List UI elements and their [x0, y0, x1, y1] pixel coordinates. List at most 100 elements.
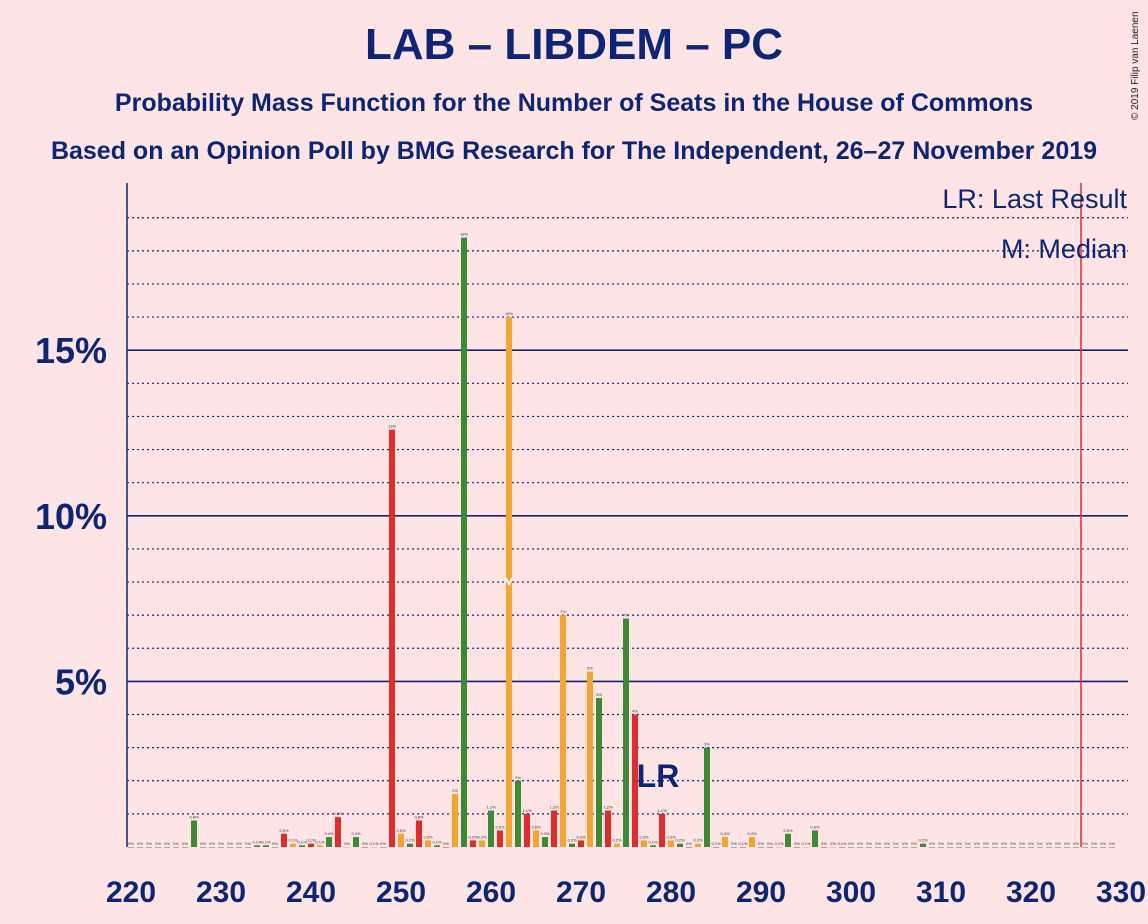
legend-last-result: LR: Last Result	[942, 184, 1127, 214]
bar-value-label: 0.1%	[288, 838, 298, 843]
seat-bar	[1001, 847, 1007, 848]
bar-value-label: 0.6%	[495, 824, 505, 829]
bar-value-label: 0.1%	[315, 839, 325, 844]
chart-subtitle: Probability Mass Function for the Number…	[114, 89, 1034, 117]
bar-value-label: 0%	[1046, 841, 1052, 846]
seat-bar	[920, 843, 926, 847]
seat-bar	[650, 845, 656, 847]
seat-bar	[938, 847, 944, 848]
seat-bar	[443, 847, 449, 848]
seat-bar	[776, 847, 782, 848]
bar-value-label: 0%	[929, 841, 935, 846]
bar-value-label: 0%	[893, 841, 899, 846]
bar-value-label: 1.1%	[657, 808, 667, 813]
bar-value-label: 0.4%	[747, 831, 757, 836]
seat-bar	[470, 840, 476, 847]
bar-value-label: 0%	[1019, 841, 1025, 846]
seat-bar	[641, 840, 647, 847]
seat-bar	[632, 714, 638, 847]
seat-bar	[947, 847, 953, 848]
bar-value-label: 0.3%	[639, 834, 649, 839]
bar-value-label: 0%	[443, 841, 449, 846]
bar-value-label: 0.1%	[261, 839, 271, 844]
seat-bar	[1019, 847, 1025, 848]
bar-value-label: 18%	[460, 232, 468, 237]
seat-bar	[596, 697, 602, 847]
bar-value-label: 0%	[164, 841, 170, 846]
seat-bar	[344, 847, 350, 848]
seat-bar	[425, 840, 431, 847]
bar-value-label: 0%	[344, 841, 350, 846]
bar-value-label: 0%	[1064, 841, 1070, 846]
bar-value-label: 0%	[758, 841, 764, 846]
bar-value-label: 0%	[1109, 841, 1115, 846]
bar-value-label: 0.2%	[477, 834, 487, 839]
bar-value-label: 0.2%	[405, 838, 415, 843]
bar-value-label: 0.5%	[279, 828, 289, 833]
bar-value-label: 0.3%	[423, 834, 433, 839]
seat-bar	[146, 847, 152, 848]
x-tick-label: 240	[286, 876, 336, 909]
x-tick-label: 280	[646, 876, 696, 909]
seat-bar	[488, 810, 494, 847]
bar-value-label: 0%	[1055, 841, 1061, 846]
seat-bar	[695, 843, 701, 847]
bar-value-label: 0.6%	[810, 824, 820, 829]
bar-value-label: 0%	[965, 841, 971, 846]
bar-value-label: 0.1%	[711, 841, 721, 846]
seat-bar	[623, 618, 629, 847]
seat-bar	[317, 845, 323, 847]
seat-bar	[848, 847, 854, 848]
seat-bar	[884, 847, 890, 848]
bar-value-label: 0.2%	[693, 838, 703, 843]
x-tick-label: 260	[466, 876, 516, 909]
seat-bar	[587, 671, 593, 847]
bar-value-label: 0.1%	[648, 839, 658, 844]
bar-value-label: 0.4%	[720, 831, 730, 836]
bar-value-label: 0%	[902, 841, 908, 846]
seat-bar	[542, 837, 548, 847]
x-tick-label: 230	[196, 876, 246, 909]
bar-value-label: 0%	[884, 841, 890, 846]
bar-value-label: 0.9%	[333, 811, 343, 816]
bar-value-label: 0.3%	[540, 831, 550, 836]
bar-value-label: 0.1%	[432, 839, 442, 844]
seat-bar	[452, 794, 458, 847]
x-tick-label: 290	[736, 876, 786, 909]
seat-bar	[911, 847, 917, 848]
seat-bar	[245, 847, 251, 848]
bar-value-label: 0%	[1028, 841, 1034, 846]
median-marker	[504, 576, 514, 587]
seat-bar	[227, 847, 233, 848]
bar-value-label: 0%	[857, 841, 863, 846]
seat-bar	[398, 833, 404, 847]
seat-bar	[299, 845, 305, 847]
bar-value-label: 0%	[245, 841, 251, 846]
seat-bar	[290, 843, 296, 847]
seat-bar	[758, 847, 764, 848]
seat-bar	[416, 820, 422, 847]
seat-bar	[614, 843, 620, 847]
bar-value-label: 0%	[128, 841, 134, 846]
bar-value-label: 0%	[1073, 841, 1079, 846]
seat-bar	[902, 847, 908, 848]
bar-value-label: 0%	[218, 841, 224, 846]
seat-bar	[785, 833, 791, 847]
bar-value-label: 0%	[272, 841, 278, 846]
bar-value-label: 4%	[632, 709, 638, 714]
seat-bar	[128, 847, 134, 848]
bar-value-label: 0.3%	[666, 834, 676, 839]
seat-bar	[704, 747, 710, 847]
seat-bar	[929, 847, 935, 848]
bar-value-label: 0%	[974, 841, 980, 846]
x-tick-label: 220	[106, 876, 156, 909]
seat-bar	[965, 847, 971, 848]
bar-value-label: 0.1%	[252, 839, 262, 844]
bar-value-label: 0.5%	[396, 828, 406, 833]
x-tick-label: 300	[826, 876, 876, 909]
bar-value-label: 0%	[362, 841, 368, 846]
seat-bar	[677, 843, 683, 847]
bar-value-label: 0.1%	[801, 841, 811, 846]
seat-bar	[857, 847, 863, 848]
seat-bar	[749, 837, 755, 847]
